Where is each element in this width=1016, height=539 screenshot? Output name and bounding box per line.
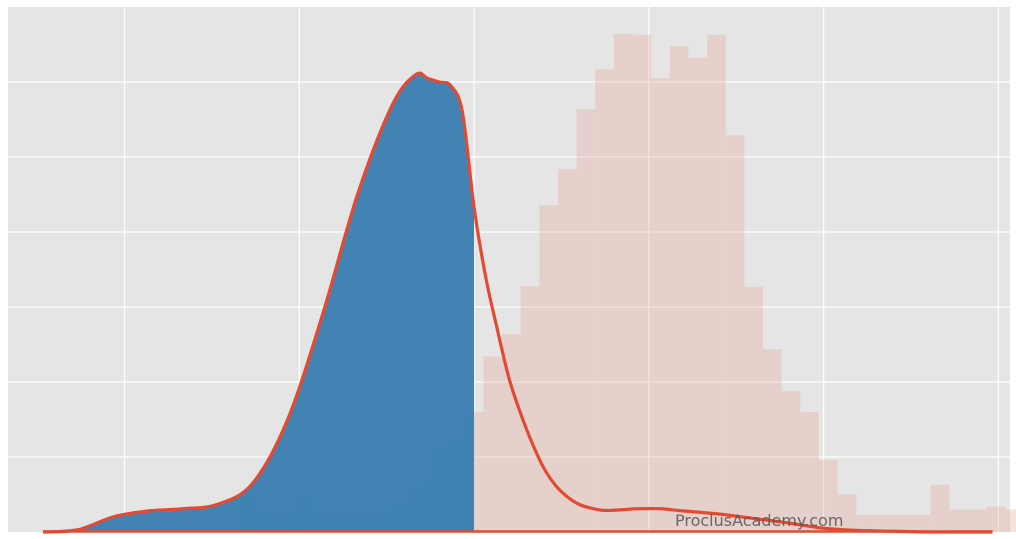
histogram-bar-39 [968, 509, 987, 532]
density-curve [42, 71, 993, 534]
histogram-bar-37 [930, 484, 950, 532]
histogram-overlay-bar-11 [446, 436, 465, 532]
histogram-overlay-bar-2 [278, 514, 297, 532]
histogram-bar-19 [595, 69, 614, 532]
watermark-text: ProclusAcademy.com [675, 511, 843, 530]
histogram-bar-30 [800, 412, 819, 532]
histogram-bar-27 [744, 286, 763, 532]
histogram-bar-36 [912, 514, 931, 532]
histogram-overlay-bar-6 [352, 514, 372, 532]
histogram-bar-24 [688, 58, 708, 532]
histogram-overlay-bars [241, 412, 475, 532]
histogram-overlay-bar-5 [334, 514, 353, 532]
histogram-bar-14 [502, 334, 521, 532]
histogram-overlay-bar-8 [390, 503, 409, 532]
histogram-bar-25 [707, 34, 726, 532]
histogram-bar-17 [557, 169, 577, 532]
histogram-bar-16 [539, 205, 558, 532]
density-shaded-area [42, 73, 475, 532]
histogram-bar-22 [651, 78, 670, 532]
histogram-bar-18 [576, 109, 596, 532]
histogram-overlay-bar-9 [408, 484, 428, 532]
histogram-overlay-bar-10 [427, 449, 447, 532]
histogram-bar-23 [669, 46, 689, 532]
histogram-bar-26 [725, 135, 745, 532]
histogram-bar-29 [781, 391, 801, 532]
histogram-bar-21 [632, 34, 652, 532]
histogram-bar-35 [893, 514, 913, 532]
histogram-bar-13 [483, 356, 503, 532]
histogram-bar-28 [762, 349, 782, 532]
histogram-overlay-bar-4 [315, 514, 335, 532]
plot-background [8, 7, 1010, 532]
histogram-overlay-bar-1 [259, 514, 279, 532]
histogram-bar-15 [520, 286, 540, 532]
histogram-overlay-bar-12 [464, 412, 475, 532]
histogram-overlay-bar-3 [296, 492, 316, 532]
histogram-bar-40 [986, 506, 1006, 532]
histogram-bar-34 [874, 514, 894, 532]
histogram-overlay-bar-7 [371, 514, 391, 532]
histogram-overlay-bar-0 [241, 492, 260, 532]
histogram-bar-38 [949, 509, 969, 532]
histogram-bar-31 [818, 460, 838, 532]
histogram-bar-32 [837, 494, 857, 532]
histogram-bar-33 [856, 514, 875, 532]
histogram-bar-20 [613, 34, 633, 532]
histogram-bar-41 [1005, 509, 1016, 532]
